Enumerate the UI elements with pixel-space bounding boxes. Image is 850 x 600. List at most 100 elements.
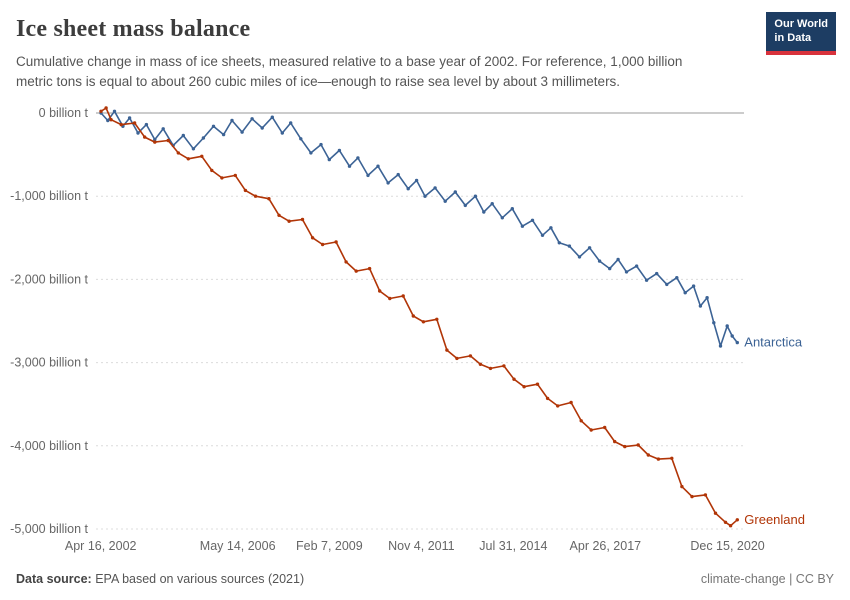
greenland-point — [589, 428, 593, 432]
antarctica-point — [500, 216, 504, 220]
greenland-point — [186, 157, 190, 161]
greenland-point — [344, 260, 348, 264]
greenland-point — [267, 197, 271, 201]
greenland-point — [646, 453, 650, 457]
antarctica-point — [221, 133, 226, 137]
greenland-point — [253, 194, 258, 199]
owid-logo-line1: Our World — [774, 18, 828, 30]
antarctica-point — [327, 158, 331, 162]
greenland-point — [233, 173, 237, 178]
greenland-point — [488, 366, 493, 371]
antarctica-point — [406, 187, 410, 191]
antarctica-point — [299, 137, 303, 141]
antarctica-point — [705, 296, 709, 300]
antarctica-point — [211, 124, 216, 129]
greenland-point — [277, 213, 281, 218]
greenland-point — [623, 445, 627, 449]
greenland-line[interactable] — [100, 107, 738, 527]
antarctica-point — [549, 226, 553, 230]
greenland-point — [119, 123, 123, 127]
greenland-point — [401, 294, 405, 298]
antarctica-point — [665, 282, 669, 287]
greenland-point — [435, 317, 439, 322]
chart-subtitle: Cumulative change in mass of ice sheets,… — [16, 54, 683, 89]
owid-logo-line2: in Data — [774, 31, 812, 44]
greenland-point — [367, 267, 372, 271]
antarctica-point — [153, 138, 157, 142]
greenland-point — [220, 176, 224, 180]
antarctica-point — [201, 136, 206, 140]
greenland-point — [388, 296, 392, 301]
line-chart-svg: 0 billion t -1,000 billion t -2,000 billio… — [10, 106, 805, 553]
antarctica-point — [725, 324, 729, 328]
antarctica-point — [414, 178, 419, 183]
antarctica-line[interactable] — [100, 110, 738, 347]
greenland-point — [579, 419, 583, 423]
antarctica-point — [644, 278, 649, 283]
antarctica-point — [423, 194, 427, 199]
greenland-point — [603, 425, 607, 430]
greenland-point — [670, 456, 674, 461]
x-axis-tick-label: Apr 16, 2002 — [65, 539, 137, 553]
antarctica-point — [260, 126, 264, 130]
greenland-point — [166, 138, 170, 143]
greenland-point — [556, 404, 560, 408]
antarctica-point — [530, 218, 535, 223]
chart-area: 0 billion t -1,000 billion t -2,000 billio… — [0, 97, 850, 560]
y-axis-tick-label: -1,000 billion t — [10, 189, 88, 203]
greenland-point — [320, 242, 325, 247]
antarctica-point — [191, 147, 196, 151]
greenland-point — [153, 140, 157, 144]
antarctica-point — [557, 241, 561, 245]
antarctica-series-label: Antarctica — [744, 335, 803, 350]
antarctica-point — [366, 173, 370, 178]
antarctica-point — [240, 130, 244, 134]
antarctica-point — [356, 156, 360, 160]
license-note[interactable]: climate-change | CC BY — [700, 572, 834, 586]
greenland-point — [569, 400, 573, 405]
owid-logo[interactable]: Our World in Data — [766, 12, 836, 55]
x-axis-tick-label: Apr 26, 2017 — [570, 539, 642, 553]
y-axis-tick-label: -2,000 billion t — [10, 273, 88, 287]
data-source: Data source: EPA based on various source… — [16, 572, 304, 586]
antarctica-point — [144, 123, 149, 127]
antarctica-point — [577, 255, 582, 259]
antarctica-point — [482, 210, 486, 214]
antarctica-point — [718, 344, 723, 348]
antarctica-point — [463, 203, 467, 208]
chart-header: Ice sheet mass balance Cumulative change… — [0, 0, 850, 91]
antarctica-point — [309, 151, 313, 155]
x-axis-tick-label: Nov 4, 2011 — [388, 539, 455, 553]
greenland-series-label: Greenland — [744, 512, 805, 527]
greenland-point — [723, 520, 728, 525]
greenland-point — [300, 217, 305, 222]
greenland-point — [411, 314, 415, 318]
antarctica-point — [597, 259, 602, 263]
antarctica-point — [181, 133, 185, 138]
antarctica-point — [683, 291, 687, 295]
greenland-point — [287, 219, 291, 224]
antarctica-point — [453, 190, 457, 194]
greenland-point — [522, 385, 526, 389]
antarctica-point — [161, 127, 165, 131]
greenland-point — [690, 495, 694, 499]
antarctica-point — [443, 199, 447, 204]
antarctica-point — [655, 272, 659, 276]
antarctica-point — [289, 121, 293, 125]
greenland-point — [478, 362, 483, 367]
x-axis-tick-label: Dec 15, 2020 — [690, 539, 764, 553]
greenland-point — [334, 240, 338, 244]
antarctica-point — [691, 284, 696, 288]
greenland-point — [455, 356, 459, 361]
greenland-point — [378, 289, 382, 293]
greenland-point — [99, 109, 103, 114]
antarctica-point — [319, 143, 323, 147]
y-axis-tick-label: 0 billion t — [39, 106, 89, 120]
greenland-point — [210, 168, 214, 173]
antarctica-point — [608, 267, 612, 271]
greenland-point — [512, 377, 516, 382]
antarctica-point — [433, 186, 437, 190]
antarctica-point — [473, 194, 478, 199]
x-axis-tick-label: May 14, 2006 — [200, 539, 276, 553]
greenland-point — [680, 485, 684, 489]
